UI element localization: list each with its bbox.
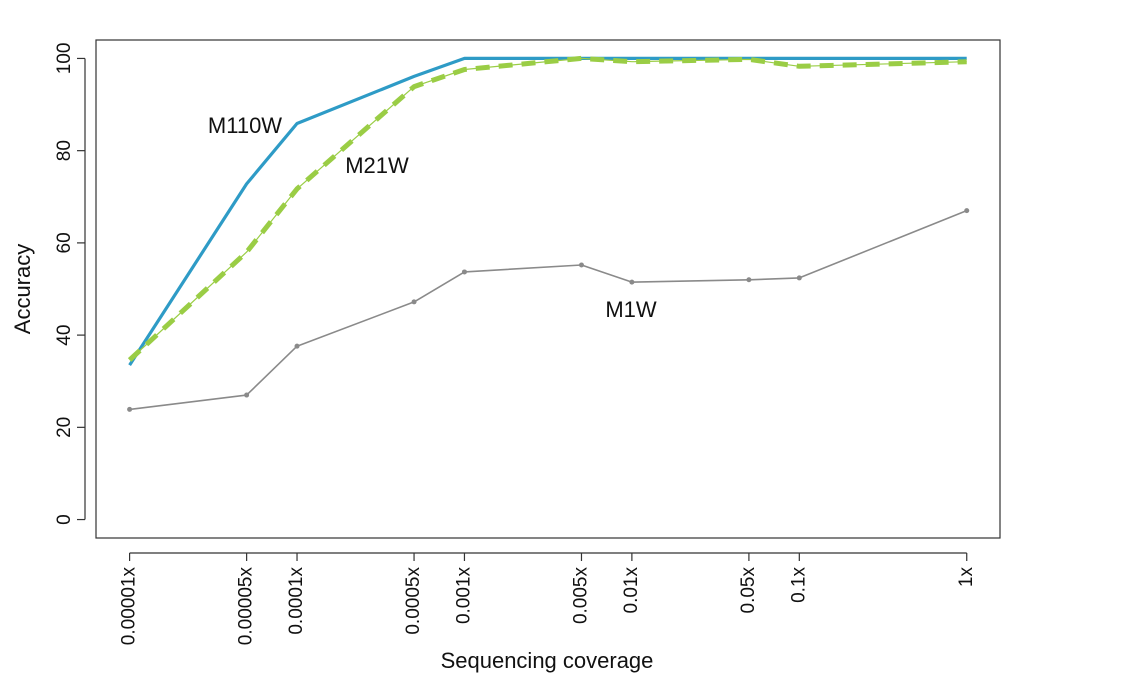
plot-frame <box>95 39 1001 539</box>
x-tick-label: 0.01x <box>621 567 642 614</box>
y-tick-label: 100 <box>54 43 75 75</box>
x-tick-label: 0.00001x <box>119 567 140 646</box>
series-point <box>629 279 635 285</box>
x-axis-label: Sequencing coverage <box>441 648 654 673</box>
series-line <box>127 55 967 362</box>
series-point <box>411 299 417 305</box>
x-tick-label: 0.005x <box>570 567 591 625</box>
series-point <box>578 262 584 268</box>
series-point <box>244 392 250 398</box>
series-label: M110W <box>208 113 282 138</box>
x-tick-label: 1x <box>956 567 977 588</box>
series-line <box>129 209 967 411</box>
series-label: M1W <box>605 297 657 322</box>
x-tick-label: 0.05x <box>738 567 759 614</box>
y-tick-label: 0 <box>54 514 75 525</box>
y-tick-label: 20 <box>54 417 75 438</box>
x-tick-label: 0.00005x <box>236 567 257 646</box>
series-line <box>129 57 967 361</box>
series-point <box>746 277 752 283</box>
y-axis-label: Accuracy <box>10 244 35 334</box>
series-point <box>127 406 133 412</box>
x-tick-label: 0.0001x <box>286 567 307 635</box>
x-tick-label: 0.001x <box>453 567 474 625</box>
series-line <box>128 56 967 366</box>
x-tick-label: 0.1x <box>788 567 809 603</box>
series-label: M21W <box>345 153 409 178</box>
series-point <box>294 343 300 349</box>
y-tick-label: 60 <box>54 232 75 253</box>
x-tick-label: 0.0005x <box>403 567 424 635</box>
series-point <box>964 208 970 214</box>
y-tick-label: 40 <box>54 325 75 346</box>
series-point <box>461 269 467 275</box>
series-point <box>796 275 802 281</box>
y-tick-label: 80 <box>54 140 75 161</box>
